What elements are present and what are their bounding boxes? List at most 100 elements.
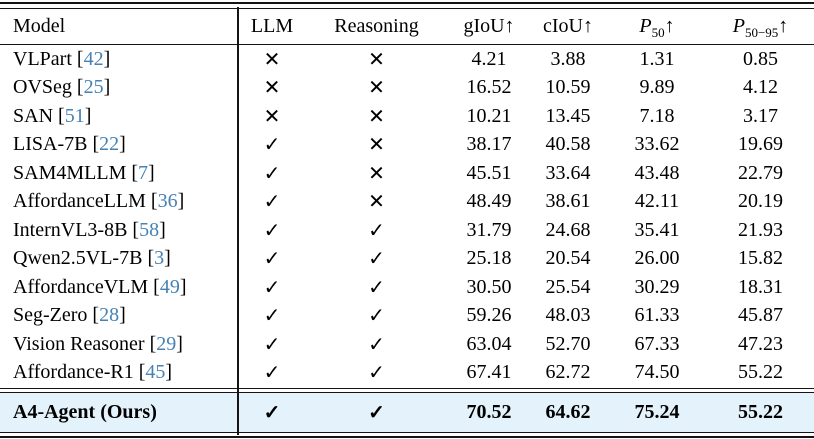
check-icon: ✓ xyxy=(263,276,281,299)
model-name: Seg-Zero xyxy=(13,304,88,327)
pre-highlight-double-rule xyxy=(0,388,814,393)
ciou-value: 25.54 xyxy=(545,275,591,298)
p5095-value: 55.22 xyxy=(738,361,783,384)
col-header-llm: LLM xyxy=(240,15,304,38)
col-label: gIoU xyxy=(463,15,505,37)
citation-link[interactable]: 51 xyxy=(58,105,91,127)
p5095-value: 4.12 xyxy=(743,76,778,99)
table-row: SAN51 ✕ ✕ 10.21 13.45 7.18 3.17 xyxy=(0,102,814,131)
citation-link[interactable]: 28 xyxy=(92,304,125,326)
ciou-value: 33.64 xyxy=(545,161,591,184)
table-row: Seg-Zero28 ✓ ✓ 59.26 48.03 61.33 45.87 xyxy=(0,302,814,331)
p50-value: 75.24 xyxy=(634,401,680,423)
check-icon: ✓ xyxy=(263,362,281,385)
check-icon: ✓ xyxy=(368,248,385,271)
table-top-rule xyxy=(0,2,814,9)
citation-link[interactable]: 22 xyxy=(92,133,125,155)
p50-value: 67.33 xyxy=(634,332,680,355)
p5095-value: 20.19 xyxy=(738,190,783,213)
model-name: Qwen2.5VL-7B xyxy=(13,247,143,270)
giou-value: 45.51 xyxy=(466,161,512,184)
giou-value: 63.04 xyxy=(466,332,512,355)
check-icon: ✓ xyxy=(263,219,281,242)
model-cell: Qwen2.5VL-7B3 xyxy=(0,247,240,270)
model-cell: SAM4MLLM7 xyxy=(0,162,240,185)
table-row: Vision Reasoner29 ✓ ✓ 63.04 52.70 67.33 47.23 xyxy=(0,330,814,359)
col-label: Model xyxy=(13,15,66,37)
model-cell: InternVL3-8B58 xyxy=(0,219,240,242)
metric-symbol: P xyxy=(732,15,745,37)
model-name: AffordanceLLM xyxy=(13,190,146,213)
giou-value: 48.49 xyxy=(466,190,512,213)
model-name: VLPart xyxy=(13,47,72,70)
p5095-value: 47.23 xyxy=(738,332,783,355)
giou-value: 31.79 xyxy=(466,218,512,241)
cross-icon: ✕ xyxy=(368,162,385,185)
giou-value: 59.26 xyxy=(466,304,512,327)
ciou-value: 40.58 xyxy=(545,133,591,156)
p50-value: 42.11 xyxy=(634,190,680,213)
table-body: VLPart42 ✕ ✕ 4.21 3.88 1.31 0.85 OVSeg25 ✕ ✕ 16.52… xyxy=(0,45,814,387)
p50-value: 26.00 xyxy=(634,247,680,270)
p50-value: 1.31 xyxy=(639,47,675,70)
table-row: VLPart42 ✕ ✕ 4.21 3.88 1.31 0.85 xyxy=(0,45,814,74)
check-icon: ✓ xyxy=(263,134,281,157)
cross-icon: ✕ xyxy=(368,48,385,71)
cross-icon: ✕ xyxy=(368,105,385,128)
up-arrow-icon: ↑ xyxy=(664,15,675,37)
citation-link[interactable]: 49 xyxy=(153,276,186,298)
citation-link[interactable]: 58 xyxy=(132,219,165,241)
giou-value: 67.41 xyxy=(466,361,512,384)
ciou-value: 38.61 xyxy=(545,190,591,213)
up-arrow-icon: ↑ xyxy=(778,15,789,37)
p50-value: 61.33 xyxy=(634,304,680,327)
ciou-value: 64.62 xyxy=(545,401,591,423)
citation-link[interactable]: 36 xyxy=(151,190,184,212)
model-name: OVSeg xyxy=(13,76,72,99)
p5095-value: 22.79 xyxy=(738,161,783,184)
ciou-value: 48.03 xyxy=(545,304,591,327)
giou-value: 30.50 xyxy=(466,275,512,298)
ciou-value: 62.72 xyxy=(545,361,591,384)
model-cell: Affordance-R145 xyxy=(0,361,240,384)
ciou-value: 20.54 xyxy=(545,247,591,270)
citation-link[interactable]: 42 xyxy=(77,48,110,70)
citation-link[interactable]: 25 xyxy=(77,76,110,98)
col-header-reasoning: Reasoning xyxy=(304,15,449,38)
p5095-value: 45.87 xyxy=(738,304,783,327)
cross-icon: ✕ xyxy=(263,48,281,71)
col-label: LLM xyxy=(250,15,294,37)
col-label: Reasoning xyxy=(334,15,419,37)
table-row: AffordanceLLM36 ✓ ✕ 48.49 38.61 42.11 20.19 xyxy=(0,188,814,217)
model-name: InternVL3-8B xyxy=(13,218,128,241)
p50-value: 35.41 xyxy=(634,218,680,241)
giou-value: 25.18 xyxy=(466,247,512,270)
p5095-value: 3.17 xyxy=(743,104,778,127)
check-icon: ✓ xyxy=(263,162,281,185)
ciou-value: 10.59 xyxy=(545,76,591,99)
check-icon: ✓ xyxy=(368,305,385,328)
citation-link[interactable]: 7 xyxy=(131,162,154,184)
table-row: InternVL3-8B58 ✓ ✓ 31.79 24.68 35.41 21.93 xyxy=(0,216,814,245)
citation-link[interactable]: 29 xyxy=(150,333,183,355)
check-icon: ✓ xyxy=(263,402,281,424)
citation-link[interactable]: 45 xyxy=(139,361,172,383)
col-header-giou: gIoU↑ xyxy=(449,15,529,38)
model-cell: VLPart42 xyxy=(0,48,240,71)
p5095-value: 18.31 xyxy=(738,275,783,298)
model-cell: Vision Reasoner29 xyxy=(0,333,240,356)
highlight-row-container: A4-Agent (Ours) ✓ ✓ 70.52 64.62 75.24 55.22 xyxy=(0,393,814,432)
metric-symbol: P xyxy=(639,15,652,37)
table-row: LISA-7B22 ✓ ✕ 38.17 40.58 33.62 19.69 xyxy=(0,131,814,160)
citation-link[interactable]: 3 xyxy=(147,247,170,269)
giou-value: 38.17 xyxy=(466,133,512,156)
p50-value: 9.89 xyxy=(639,76,675,99)
check-icon: ✓ xyxy=(263,305,281,328)
p5095-value: 21.93 xyxy=(738,218,783,241)
check-icon: ✓ xyxy=(263,191,281,214)
giou-value: 4.21 xyxy=(471,47,507,70)
up-arrow-icon: ↑ xyxy=(582,15,593,37)
p50-value: 33.62 xyxy=(634,133,680,156)
model-cell: A4-Agent (Ours) xyxy=(0,401,240,424)
